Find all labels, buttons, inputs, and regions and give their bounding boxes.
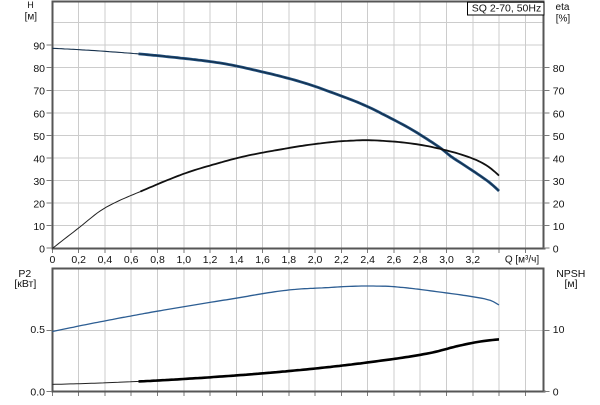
svg-text:2,6: 2,6 xyxy=(387,254,402,266)
svg-text:3,2: 3,2 xyxy=(465,254,480,266)
svg-text:3,0: 3,0 xyxy=(439,254,454,266)
svg-text:SQ 2-70, 50Hz: SQ 2-70, 50Hz xyxy=(472,3,541,15)
svg-text:1,6: 1,6 xyxy=(255,254,270,266)
svg-text:10: 10 xyxy=(553,324,565,336)
svg-text:40: 40 xyxy=(553,153,565,165)
svg-text:0: 0 xyxy=(553,386,559,398)
svg-text:10: 10 xyxy=(33,221,45,233)
svg-text:[м]: [м] xyxy=(25,12,38,23)
svg-text:2,2: 2,2 xyxy=(334,254,349,266)
svg-text:10: 10 xyxy=(553,221,565,233)
svg-text:30: 30 xyxy=(553,176,565,188)
svg-text:1,4: 1,4 xyxy=(229,254,244,266)
svg-text:[%]: [%] xyxy=(556,14,571,25)
svg-text:[кВт]: [кВт] xyxy=(14,278,36,290)
svg-text:50: 50 xyxy=(553,131,565,143)
svg-text:60: 60 xyxy=(553,108,565,120)
svg-text:0: 0 xyxy=(49,254,55,266)
svg-text:90: 90 xyxy=(33,41,45,53)
svg-text:0: 0 xyxy=(553,244,559,256)
svg-text:20: 20 xyxy=(553,199,565,211)
svg-text:1,0: 1,0 xyxy=(176,254,191,266)
svg-text:80: 80 xyxy=(553,63,565,75)
svg-text:70: 70 xyxy=(553,86,565,98)
svg-text:2,4: 2,4 xyxy=(360,254,375,266)
svg-text:40: 40 xyxy=(33,153,45,165)
svg-text:2,0: 2,0 xyxy=(308,254,323,266)
svg-text:P2: P2 xyxy=(18,268,31,280)
svg-text:0,2: 0,2 xyxy=(71,254,86,266)
svg-text:eta: eta xyxy=(556,2,570,13)
svg-text:80: 80 xyxy=(33,63,45,75)
svg-text:0,8: 0,8 xyxy=(150,254,165,266)
svg-text:20: 20 xyxy=(33,199,45,211)
svg-text:60: 60 xyxy=(33,108,45,120)
svg-text:1,2: 1,2 xyxy=(203,254,218,266)
svg-text:30: 30 xyxy=(33,176,45,188)
svg-text:0: 0 xyxy=(39,244,45,256)
svg-text:[м]: [м] xyxy=(564,278,577,290)
svg-text:0,6: 0,6 xyxy=(124,254,139,266)
svg-text:NPSH: NPSH xyxy=(556,268,585,280)
svg-text:0.5: 0.5 xyxy=(30,324,45,336)
svg-text:1,8: 1,8 xyxy=(281,254,296,266)
svg-text:70: 70 xyxy=(33,86,45,98)
svg-text:Q [м³/ч]: Q [м³/ч] xyxy=(505,255,540,266)
svg-text:2,8: 2,8 xyxy=(413,254,428,266)
svg-text:0.0: 0.0 xyxy=(30,386,45,398)
svg-text:50: 50 xyxy=(33,131,45,143)
svg-text:0,4: 0,4 xyxy=(98,254,113,266)
svg-text:H: H xyxy=(27,0,34,10)
